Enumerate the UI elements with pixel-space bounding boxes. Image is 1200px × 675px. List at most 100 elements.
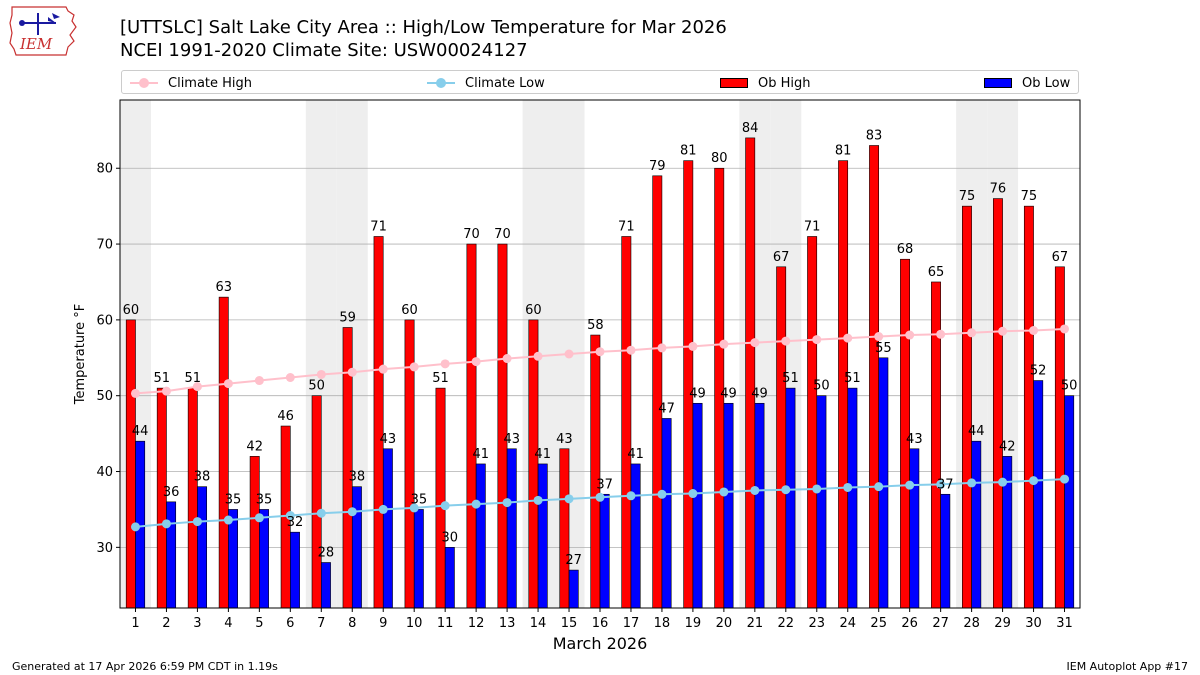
y-axis-label: Temperature °F <box>73 304 88 405</box>
point-climate-low <box>161 519 171 529</box>
data-label-ob-low: 52 <box>1030 364 1047 379</box>
bar-ob-low <box>382 448 393 609</box>
data-label-ob-high: 42 <box>246 439 263 454</box>
bar-ob-high <box>125 319 136 609</box>
data-label-ob-high: 51 <box>432 371 449 386</box>
bar-ob-high <box>621 236 632 609</box>
x-tick-label: 9 <box>379 616 387 631</box>
data-label-ob-high: 75 <box>1021 189 1038 204</box>
data-label-ob-low: 28 <box>318 546 335 561</box>
x-tick-label: 4 <box>224 616 232 631</box>
bar-ob-high <box>1054 266 1065 609</box>
bar-ob-high <box>466 243 477 609</box>
data-label-ob-high: 60 <box>123 303 140 318</box>
bar-ob-high <box>683 160 694 609</box>
bar-ob-high <box>962 205 972 609</box>
y-tick-label: 80 <box>96 162 113 177</box>
point-climate-high <box>316 369 326 379</box>
point-climate-high <box>285 373 295 383</box>
x-tick-label: 25 <box>870 616 887 631</box>
point-climate-low <box>254 513 264 523</box>
legend-swatch-ob-low <box>984 78 1012 88</box>
point-climate-low <box>1060 474 1070 484</box>
y-tick-label: 30 <box>96 541 113 556</box>
data-label-ob-high: 50 <box>308 379 325 394</box>
x-tick-label: 11 <box>437 616 454 631</box>
y-tick-label: 50 <box>96 389 113 404</box>
point-climate-low <box>595 492 605 502</box>
bar-ob-high <box>1023 205 1034 609</box>
point-climate-high <box>130 388 140 398</box>
bar-ob-low <box>413 509 424 609</box>
data-label-ob-low: 35 <box>256 492 273 507</box>
point-climate-high <box>750 338 760 348</box>
point-climate-high <box>967 328 977 338</box>
point-climate-low <box>192 517 202 527</box>
x-tick-label: 1 <box>131 616 139 631</box>
bar-ob-high <box>745 137 756 609</box>
point-climate-low <box>1029 476 1039 486</box>
data-label-ob-low: 44 <box>132 424 149 439</box>
legend-swatch-climate-high <box>130 78 158 88</box>
bar-ob-high <box>559 448 570 609</box>
data-label-ob-high: 71 <box>618 219 635 234</box>
data-label-ob-high: 58 <box>587 318 604 333</box>
point-climate-low <box>564 494 574 504</box>
point-climate-low <box>874 482 884 492</box>
bar-ob-high <box>869 145 880 609</box>
point-climate-low <box>905 480 915 490</box>
bar-ob-low <box>351 486 362 609</box>
point-climate-low <box>347 507 357 517</box>
data-label-ob-low: 55 <box>875 341 892 356</box>
bar-ob-low <box>506 448 517 609</box>
point-climate-high <box>192 382 202 392</box>
x-tick-label: 7 <box>317 616 325 631</box>
x-tick-label: 23 <box>809 616 826 631</box>
point-climate-high <box>719 339 729 349</box>
bar-ob-high <box>590 334 601 609</box>
data-label-ob-low: 37 <box>937 477 954 492</box>
data-label-ob-high: 80 <box>711 151 728 166</box>
point-climate-high <box>471 357 481 367</box>
bar-ob-low <box>1033 380 1044 609</box>
data-label-ob-high: 46 <box>277 409 294 424</box>
x-tick-label: 27 <box>932 616 949 631</box>
legend-swatch-ob-high <box>720 78 748 88</box>
x-tick-label: 18 <box>654 616 671 631</box>
x-tick-label: 20 <box>716 616 733 631</box>
point-climate-low <box>502 498 512 508</box>
data-label-ob-low: 43 <box>380 432 397 447</box>
x-tick-label: 31 <box>1056 616 1073 631</box>
point-climate-low <box>998 477 1008 487</box>
data-label-ob-high: 71 <box>370 219 387 234</box>
point-climate-low <box>533 495 543 505</box>
data-label-ob-high: 67 <box>1052 250 1069 265</box>
x-tick-label: 3 <box>193 616 201 631</box>
y-tick-label: 70 <box>96 238 113 253</box>
point-climate-high <box>378 364 388 374</box>
data-label-ob-low: 49 <box>751 386 768 401</box>
point-climate-low <box>812 484 822 494</box>
bar-ob-low <box>1064 395 1075 609</box>
point-climate-low <box>378 504 388 514</box>
point-climate-high <box>688 341 698 351</box>
data-label-ob-high: 70 <box>463 227 480 242</box>
bar-ob-high <box>435 387 446 609</box>
bar-ob-low <box>444 547 455 609</box>
point-climate-low <box>843 482 853 492</box>
x-tick-label: 16 <box>592 616 609 631</box>
point-climate-low <box>409 503 419 513</box>
data-label-ob-high: 60 <box>525 303 542 318</box>
bar-ob-high <box>249 456 260 609</box>
x-tick-label: 12 <box>468 616 485 631</box>
point-climate-high <box>936 329 946 339</box>
bar-ob-low <box>320 562 331 609</box>
x-tick-label: 24 <box>839 616 856 631</box>
legend-label-ob-low: Ob Low <box>1022 75 1071 91</box>
point-climate-high <box>223 379 233 389</box>
legend-label-climate-low: Climate Low <box>465 75 545 91</box>
data-label-ob-low: 36 <box>163 485 180 500</box>
x-tick-label: 17 <box>623 616 640 631</box>
bar-ob-high <box>776 266 787 609</box>
data-label-ob-high: 59 <box>339 310 356 325</box>
